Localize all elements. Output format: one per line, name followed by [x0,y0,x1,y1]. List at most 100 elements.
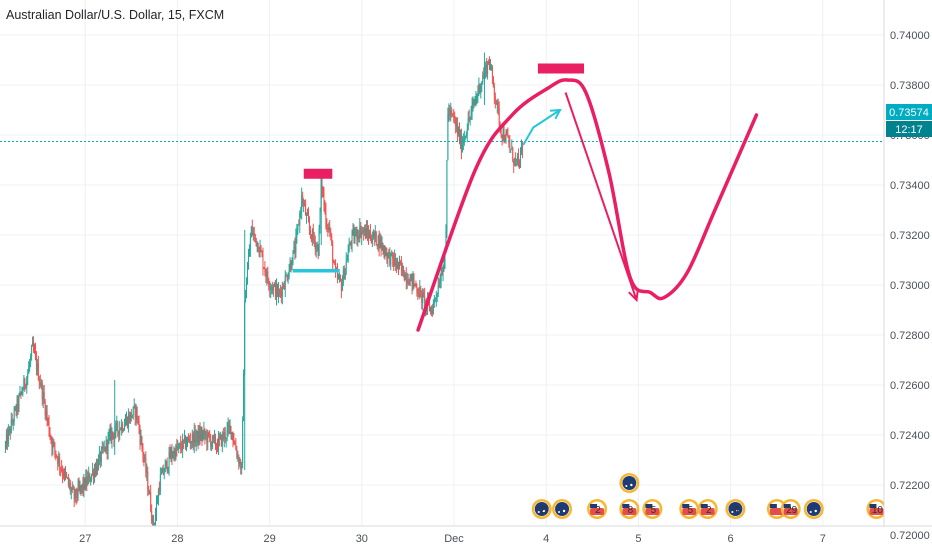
candle-body [430,307,432,311]
candle-body [411,273,413,287]
us-event-icon[interactable] [766,499,787,519]
candle-body [94,469,96,474]
projection-curve[interactable] [416,78,759,332]
candle-body [277,290,279,296]
trend-arrow[interactable] [522,109,561,146]
candle-body [24,378,26,387]
candle-body [464,135,466,138]
candle-body [14,407,16,410]
time-tick-label: 4 [543,533,549,545]
us-event-icon[interactable]: 5 [642,499,663,519]
price-axis[interactable]: 0.740000.738000.736000.734000.732000.730… [890,30,930,542]
candle-body [28,367,30,374]
candle-body [506,132,508,136]
marker-rect[interactable] [303,168,333,179]
au-event-icon[interactable] [552,499,573,519]
us-event-icon[interactable]: 8 [619,499,640,519]
candle-body [241,463,243,470]
candle-body [82,483,84,490]
candle-body [210,438,212,447]
candle-body [133,405,135,408]
candle-body [93,470,95,478]
event-count: 8 [628,505,634,516]
candle-body [279,291,281,293]
candle-body [297,224,299,231]
candle-body [235,444,237,451]
candle-body [350,243,352,245]
candle-body [329,227,331,232]
candle-body [102,446,104,450]
candle-body [496,101,498,105]
candle-body [354,234,356,240]
candle-body [432,302,434,314]
candle-body [168,452,170,468]
us-event-icon[interactable]: 10 [866,499,887,519]
candle-body [437,285,439,295]
candle-body [383,247,385,251]
time-axis[interactable]: 27 28 29 30 Dec 4 5 6 7 [79,533,826,545]
candle-body [153,516,155,531]
candle-body [389,251,391,265]
event-count: 2 [595,505,601,516]
candle-body [454,117,456,120]
marker-rect[interactable] [537,63,585,74]
au-event-icon[interactable]: 2 [531,499,552,519]
candle-body [472,102,474,106]
candle-body [183,439,185,442]
candle-body [15,407,17,412]
us-event-icon[interactable]: 5 [679,499,700,519]
candle-body [262,254,264,268]
candle-body [416,286,418,293]
candle-body [106,440,108,451]
candle-body [372,232,374,240]
candle-body [255,237,257,246]
candle-body [366,228,368,238]
economic-events[interactable]: 2 2 8 5 5 2 4 29 10 [531,473,887,519]
us-event-icon[interactable]: 29 [780,499,801,519]
candle-body [105,440,107,452]
candle-body [476,95,478,97]
candle-body [393,258,395,266]
candle-body [176,445,178,450]
au-event-icon[interactable] [619,473,640,493]
candle-body [319,207,321,229]
candle-body [112,431,114,434]
candle-body [338,276,340,278]
candle-body [247,256,249,269]
au-event-icon[interactable] [803,499,824,519]
candle-body [169,452,171,459]
us-event-icon[interactable]: 2 [587,499,608,519]
candle-body [316,245,318,247]
candle-body [272,286,274,292]
candle-body [490,67,492,69]
projection-arrow[interactable] [564,92,638,301]
candle-body [236,450,238,457]
drawing-annotations[interactable] [292,63,759,332]
candle-body [508,137,510,144]
candle-body [412,277,414,287]
candle-body [341,282,343,291]
arrow-head [628,288,639,303]
candle-body [207,432,209,444]
candle-body [138,420,140,430]
candle-body [36,363,38,370]
candle-body [364,228,366,233]
candle-body [259,247,261,254]
au-event-icon[interactable]: 4 [725,499,746,519]
candle-body [211,443,213,447]
candle-body [161,467,163,474]
candle-body [206,434,208,444]
candle-body [118,430,120,435]
candle-body [353,230,355,240]
candle-body [38,380,40,383]
candle-body [212,435,214,444]
candle-body [147,471,149,491]
candle-body [348,243,350,252]
candle-body [429,307,431,311]
candle-body [158,489,160,491]
us-event-icon[interactable]: 2 [697,499,718,519]
price-tick-label: 0.73400 [890,180,930,192]
candle-body [80,485,82,488]
